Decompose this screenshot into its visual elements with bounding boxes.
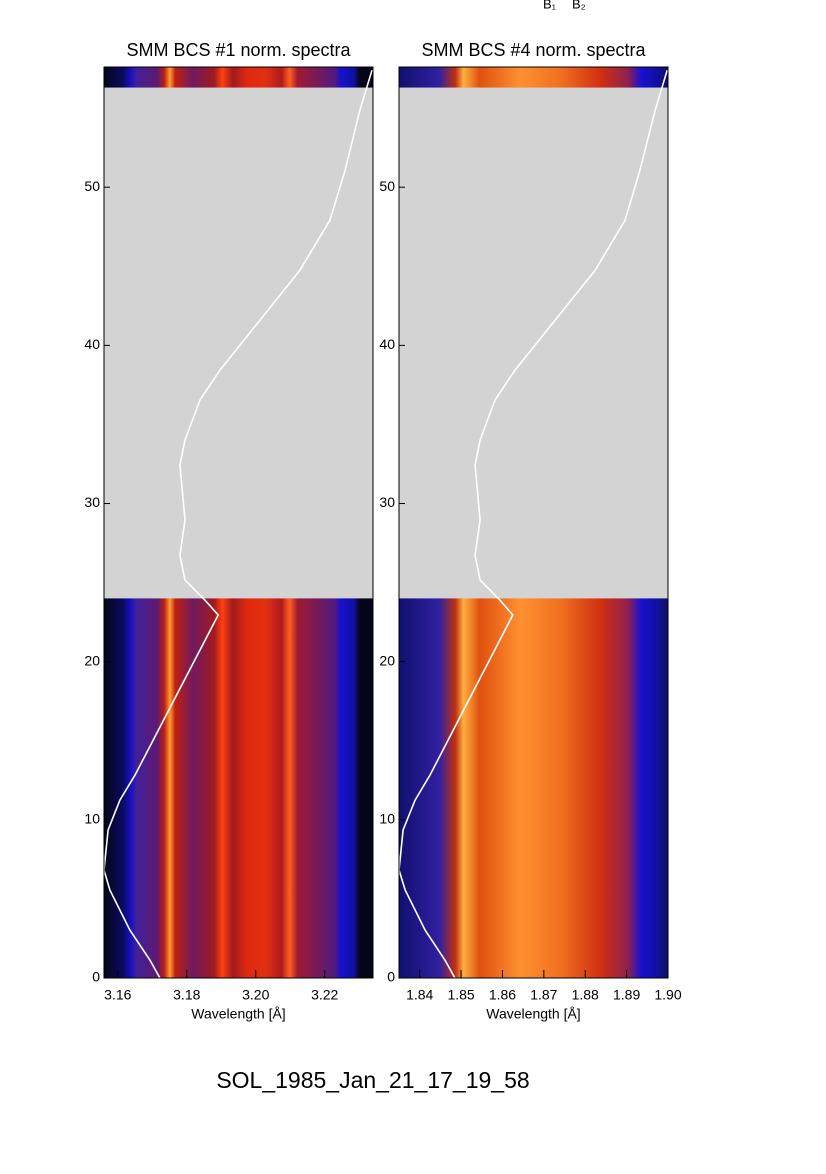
x-tick-label: 1.85 (447, 987, 474, 1003)
x-axis-label: Wavelength [Å] (191, 1006, 285, 1022)
annotation: B₂ (572, 0, 586, 11)
y-tick-label: 30 (379, 494, 395, 510)
y-tick-label: 0 (387, 969, 395, 985)
panel-title: SMM BCS #1 norm. spectra (126, 40, 351, 60)
spectra-band (104, 598, 373, 978)
x-tick-label: 1.84 (406, 987, 433, 1003)
y-tick-label: 40 (84, 336, 100, 352)
spectra-band (104, 67, 373, 88)
y-tick-label: 10 (379, 811, 395, 827)
plot-frame (398, 66, 669, 979)
x-tick-label: 3.20 (242, 987, 269, 1003)
x-tick-label: 3.16 (104, 987, 131, 1003)
x-axis-label: Wavelength [Å] (486, 1006, 580, 1022)
spectra-band (399, 598, 668, 978)
panel-title: SMM BCS #4 norm. spectra (421, 40, 646, 60)
y-tick-label: 40 (379, 336, 395, 352)
spectra-band (399, 67, 668, 88)
y-tick-label: 30 (84, 494, 100, 510)
annotation: B₁ (543, 0, 557, 11)
x-tick-label: 3.22 (311, 987, 338, 1003)
x-tick-label: 1.89 (613, 987, 640, 1003)
x-tick-label: 1.86 (489, 987, 516, 1003)
y-tick-label: 0 (92, 969, 100, 985)
x-tick-label: 1.88 (572, 987, 599, 1003)
y-tick-label: 50 (379, 178, 395, 194)
y-tick-label: 10 (84, 811, 100, 827)
x-tick-label: 1.87 (530, 987, 557, 1003)
x-tick-label: 1.90 (654, 987, 681, 1003)
y-tick-label: 20 (84, 652, 100, 668)
light-curve (398, 69, 668, 979)
light-curve (103, 69, 373, 979)
plot-frame (103, 66, 374, 979)
y-tick-label: 20 (379, 652, 395, 668)
caption: SOL_1985_Jan_21_17_19_58 (216, 1067, 529, 1093)
y-tick-label: 50 (84, 178, 100, 194)
x-tick-label: 3.18 (173, 987, 200, 1003)
